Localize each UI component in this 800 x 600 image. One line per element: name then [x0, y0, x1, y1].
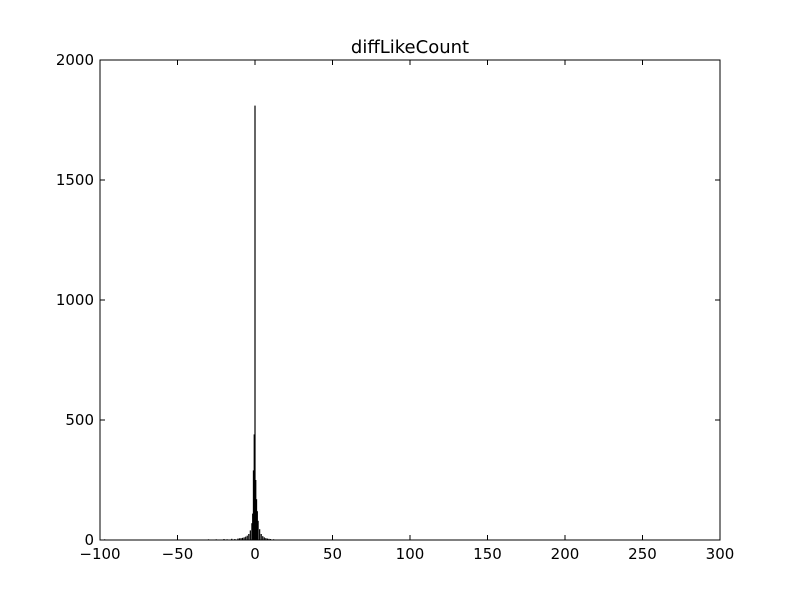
histogram-bar	[256, 511, 258, 540]
x-tick-label: 50	[323, 545, 342, 563]
histogram-bar	[242, 537, 244, 540]
bars-layer	[104, 105, 303, 541]
histogram-bar	[257, 520, 259, 540]
y-axis: 0 500 1000 1500 2000	[56, 51, 720, 549]
histogram-bar	[265, 538, 267, 540]
x-tick-label: 200	[551, 545, 580, 563]
chart-title: diffLikeCount	[351, 37, 469, 58]
x-tick-label: −50	[162, 545, 194, 563]
x-axis: −100 −50 0 50 100 150 200 250 300	[79, 60, 734, 563]
histogram-bar	[248, 534, 250, 540]
histogram-bar	[259, 529, 261, 540]
histogram-bar	[231, 538, 233, 540]
x-tick-label: 250	[628, 545, 657, 563]
histogram-bar	[246, 535, 248, 540]
y-tick-label: 2000	[56, 51, 94, 69]
histogram-bar	[252, 513, 254, 540]
histogram-bar	[262, 536, 264, 540]
histogram-bar	[266, 538, 268, 540]
x-tick-label: 100	[396, 545, 425, 563]
x-tick-label: 300	[706, 545, 735, 563]
plot-frame	[99, 59, 721, 541]
histogram-bar	[263, 537, 265, 540]
y-tick-label: 500	[65, 411, 94, 429]
histogram-bar	[237, 538, 239, 540]
histogram-bar	[238, 538, 241, 540]
y-tick-label: 1500	[56, 171, 94, 189]
histogram-bar	[251, 523, 253, 540]
histogram-bar	[253, 434, 255, 540]
x-tick-label: 0	[250, 545, 260, 563]
histogram-bar	[245, 536, 247, 540]
histogram-bar	[254, 105, 256, 540]
histogram-bar	[260, 534, 262, 540]
histogram-bar	[243, 537, 245, 540]
x-tick-label: −100	[79, 545, 120, 563]
histogram-bar	[240, 538, 242, 540]
histogram-bar	[249, 530, 251, 540]
y-tick-label: 0	[84, 531, 94, 549]
histogram-bar	[252, 470, 255, 540]
y-tick-label: 1000	[56, 291, 94, 309]
x-tick-label: 150	[473, 545, 502, 563]
histogram-bar	[268, 538, 270, 540]
histogram-bar	[255, 480, 257, 540]
histogram-bar	[255, 499, 258, 540]
